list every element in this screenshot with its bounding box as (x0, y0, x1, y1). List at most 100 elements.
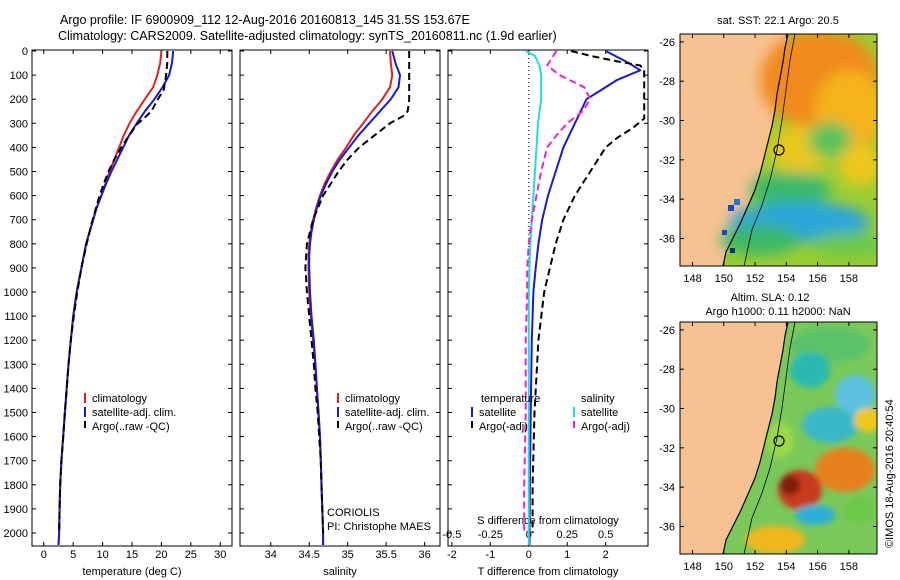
y-tick-label: 1900 (4, 504, 28, 516)
x-tick-label: 15 (126, 549, 138, 561)
series-line (523, 50, 592, 533)
x-tick-label: 154 (777, 273, 795, 285)
series-line (531, 50, 646, 533)
legend-label: Argo(-adj) (581, 421, 630, 433)
x-tick-label: 30 (214, 549, 226, 561)
x-tick-label: -1 (485, 549, 495, 561)
sst-map (679, 33, 878, 267)
axes-frame (31, 49, 233, 547)
annotation-pi: PI: Christophe MAES (327, 521, 431, 533)
y-tick-label: -36 (659, 521, 675, 533)
legend-label: climatology (345, 393, 401, 405)
x-tick-label: 148 (683, 273, 701, 285)
argo-location-marker (773, 144, 785, 156)
x-axis-label: T difference from climatology (478, 566, 619, 578)
y-tick-label: 400 (10, 142, 28, 154)
series-line (58, 51, 169, 534)
legend-title: salinity (581, 393, 615, 405)
y-tick-label: 1100 (4, 311, 28, 323)
figure-title-line1: Argo profile: IF 6900909_112 12-Aug-2016… (60, 13, 470, 27)
legend-label: climatology (92, 393, 148, 405)
y-tick-label: -30 (659, 404, 675, 416)
y-tick-label: 700 (10, 215, 28, 227)
y-tick-label: 1200 (4, 335, 28, 347)
x-tick-label: 0 (526, 549, 532, 561)
series-line (525, 50, 543, 545)
legend-label: satellite (581, 407, 618, 419)
y-tick-label: 100 (10, 70, 28, 82)
x-tick-label: 158 (840, 273, 858, 285)
x-tick-label: 152 (746, 561, 764, 573)
x-axis-label: temperature (deg C) (82, 566, 181, 578)
map-axes: 148 150 152 154 156 158 -26 -28 -30 -32 -34 -36 148 1… (659, 34, 877, 573)
x-axis-label: salinity (323, 566, 357, 578)
y-tick-label: 1300 (4, 359, 28, 371)
axes-frame (447, 49, 649, 547)
x-tick-label: 156 (808, 561, 826, 573)
x-tick-label: -2 (447, 549, 457, 561)
s-tick-label: 0.5 (598, 529, 613, 541)
x-tick-label: 156 (808, 273, 826, 285)
series-line (57, 50, 163, 546)
y-tick-label: 1500 (4, 408, 28, 420)
y-tick-label: -34 (659, 482, 675, 494)
sla-map (679, 321, 878, 555)
s-tick-label: 0.25 (557, 529, 578, 541)
legend-label: Argo(-adj) (479, 421, 528, 433)
x-tick-label: 154 (777, 561, 795, 573)
temperature-panel: 0100200300400500600700800900100011001200… (4, 46, 233, 578)
axes-frame (239, 49, 441, 547)
legend-label: satellite (479, 407, 516, 419)
y-tick-label: -32 (659, 155, 675, 167)
legend-title: temperature (481, 393, 540, 405)
x-tick-label: 0 (41, 549, 47, 561)
y-tick-label: 1000 (4, 287, 28, 299)
y-tick-label: 200 (10, 94, 28, 106)
imos-watermark: ©IMOS 18-Aug-2016 20:40:54 (884, 399, 896, 548)
x-tick-label: 150 (715, 561, 733, 573)
x-tick-label: 25 (185, 549, 197, 561)
figure-title-line2: Climatology: CARS2009. Satellite-adjuste… (58, 29, 557, 43)
x-tick-label: 34 (265, 549, 277, 561)
y-tick-label: 1600 (4, 432, 28, 444)
x-tick-label: 152 (746, 273, 764, 285)
x-tick-label: 35.5 (375, 549, 396, 561)
x-tick-label: 34.5 (299, 549, 320, 561)
y-tick-label: 600 (10, 191, 28, 203)
y-tick-label: -34 (659, 194, 675, 206)
series-line (304, 51, 411, 534)
x-tick-label: 20 (155, 549, 167, 561)
y-tick-label: 900 (10, 263, 28, 275)
y-tick-label: 0 (22, 46, 28, 58)
y-tick-label: -32 (659, 443, 675, 455)
y-tick-label: 300 (10, 118, 28, 130)
y-tick-label: 2000 (4, 528, 28, 540)
argo-location-marker (773, 435, 785, 447)
difference-panel: -2 -1 0 1 2 T difference from climatology -0.5… (442, 49, 649, 578)
sla-map-title: Altim. SLA: 0.12 (731, 292, 810, 304)
x-tick-label: 158 (840, 561, 858, 573)
legend-label: Argo(..raw -QC) (92, 421, 170, 433)
y-tick-label: 1700 (4, 456, 28, 468)
legend-label: satellite-adj. clim. (345, 407, 429, 419)
y-tick-label: 1800 (4, 480, 28, 492)
x-tick-label: 150 (715, 273, 733, 285)
legend-label: Argo(..raw -QC) (345, 421, 423, 433)
y-tick-label: -26 (659, 37, 675, 49)
x-tick-label: 35 (342, 549, 354, 561)
x-tick-label: 10 (96, 549, 108, 561)
y-tick-label: 1400 (4, 383, 28, 395)
x-tick-label: 148 (683, 561, 701, 573)
sla-map-subtitle: Argo h1000: 0.11 h2000: NaN (705, 306, 850, 318)
x-tick-label: 2 (603, 549, 609, 561)
y-tick-label: 500 (10, 167, 28, 179)
series-line (308, 50, 401, 545)
x-tick-label: 5 (70, 549, 76, 561)
y-tick-label: -28 (659, 76, 675, 88)
y-tick-label: 800 (10, 239, 28, 251)
s-axis-label: S difference from climatology (477, 515, 619, 527)
y-tick-label: -28 (659, 364, 675, 376)
y-tick-label: -30 (659, 116, 675, 128)
y-tick-label: -26 (659, 325, 675, 337)
